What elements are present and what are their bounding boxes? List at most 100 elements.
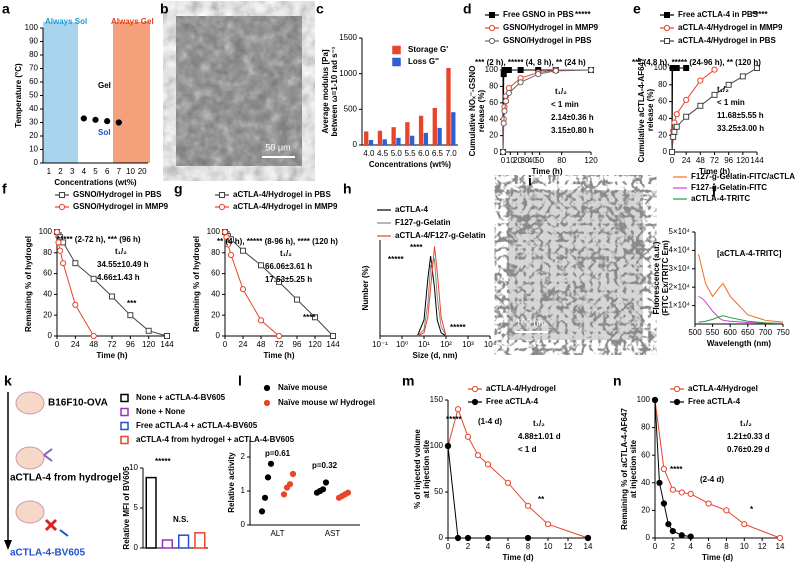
x-tick-label: 48 [89,340,98,349]
marker [280,491,288,498]
annotation: ***** [446,415,462,424]
x-tick-label: 4.5 [377,149,389,158]
marker [322,479,330,486]
y-axis-title: % of injected volume [413,429,422,509]
marker [678,532,685,539]
legend-label: Free aCTLA-4 [486,397,539,406]
marker [669,528,676,535]
marker [697,102,704,109]
bar [161,539,173,549]
annotation: ***** [155,457,171,466]
y-tick-label: 40 [211,290,220,299]
marker [711,91,718,98]
marker [454,406,462,413]
x-tick-label: 750 [776,328,790,337]
panel-letter: d [463,1,472,17]
legend-label: aCTLA-4/Hydrogel in MMP9 [233,202,338,211]
y-axis-title: release (%) [477,90,486,133]
y-axis-title: Number (%) [361,265,370,310]
bar [382,139,387,145]
y-tick-label: 1500 [339,33,357,42]
panel-letter: n [613,373,622,389]
panel-letter: m [402,373,414,389]
series-line [698,253,784,323]
marker [678,489,685,496]
x-tick-label: 120 [142,340,156,349]
marker [319,486,327,493]
legend-swatch [120,435,129,445]
x-tick-label: 0 [501,156,506,165]
diagram: B16F10-OVA aCTLA-4 from hydrogel aCTLA-4… [4,391,121,559]
y-tick-label: 0 [439,533,444,542]
series-line [56,231,95,337]
y-axis-title: Remaining % of aCTLA-4-AF647 [620,408,629,530]
marker [723,507,730,514]
y-tick-label: 20 [658,130,667,139]
x-tick-label: 2 [671,542,676,551]
marker [697,77,704,84]
panel-letter: i [528,173,532,189]
x-tick-label: 8 [526,542,531,551]
marker [741,521,748,528]
y-tick-label: 40 [43,290,52,299]
annotation: 34.55±10.49 h [97,260,149,269]
x-tick-label: 4 [486,542,491,551]
annotation: (2-4 d) [700,475,724,484]
marker [164,333,170,339]
x-tick-label: 650 [741,328,755,337]
x-tick-label: 0 [670,156,675,165]
y-tick-label: 60 [658,97,667,106]
y-tick-label: 500 [344,104,358,113]
bar [364,131,369,145]
legend-marker [218,203,226,211]
marker [344,489,352,496]
y-tick-label: 0 [646,533,651,542]
legend-label: Storage G' [408,45,448,54]
marker [500,120,507,127]
y-tick-label: 5 [134,503,139,512]
x-tick-label: 4 [82,167,87,176]
marker [224,241,232,248]
marker [552,67,559,74]
legend-label: aCTLA-4/Hydrogel in MMP9 [678,23,783,32]
series-line [502,69,591,153]
series-line [56,231,168,337]
x-tick-label: 50 [535,156,544,165]
x-tick-label: 144 [750,156,764,165]
marker [115,119,122,126]
annotation: 33.25±3.00 h [717,124,764,133]
legend-label: None + aCTLA-4-BV605 [136,393,226,402]
x-axis-title: Time (h) [264,351,295,360]
annotation: N.S. [173,515,189,524]
legend-label: None + None [136,407,186,416]
y-tick-label: 1×10⁴ [669,301,691,310]
marker [517,67,524,73]
annotation: **** [410,243,423,252]
legend-label: Naïve mouse [278,383,328,392]
marker [444,442,452,450]
sol-region [43,22,78,163]
legend-label: Free aCTLA-4 + aCTLA-4-BV605 [136,421,258,430]
x-tick-label: 96 [126,340,135,349]
x-tick-label: AST [325,529,341,538]
x-tick-label: 7 [117,167,122,176]
marker [72,260,79,267]
bar [178,534,190,549]
y-tick-label: 60 [489,98,498,107]
x-tick-label: ALT [270,529,284,538]
series-line [671,67,758,153]
annotation: t₁/₂ [717,85,729,94]
marker [683,96,690,104]
x-tick-label: 40 [528,156,537,165]
marker [670,133,677,140]
bar [423,132,429,145]
y-tick-label: 1000 [339,69,357,78]
panel-letter: j [711,181,716,197]
legend-label: F127-g-Gelatin-FITC [691,183,767,192]
legend-label: aCTLA-4/Hydrogel in PBS [233,190,331,199]
marker [90,332,97,340]
scale-bar-label: 100 nm [516,317,546,327]
bar [405,122,410,145]
annotation: *** (2 h), ***** (4, 8 h), ** (24 h) [475,58,586,67]
annotation: 11.68±5.55 h [717,111,764,120]
